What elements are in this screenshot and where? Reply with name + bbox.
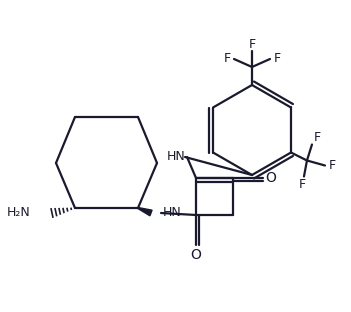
Text: O: O	[191, 248, 201, 262]
Text: HN: HN	[166, 150, 185, 163]
Text: F: F	[273, 52, 280, 66]
Text: F: F	[249, 37, 256, 51]
Text: H₂N: H₂N	[6, 207, 30, 220]
Polygon shape	[138, 207, 152, 216]
Text: HN: HN	[163, 207, 182, 220]
Text: F: F	[298, 178, 305, 191]
Text: F: F	[313, 131, 320, 144]
Text: O: O	[266, 171, 277, 185]
Text: F: F	[224, 52, 231, 66]
Text: F: F	[329, 159, 336, 172]
